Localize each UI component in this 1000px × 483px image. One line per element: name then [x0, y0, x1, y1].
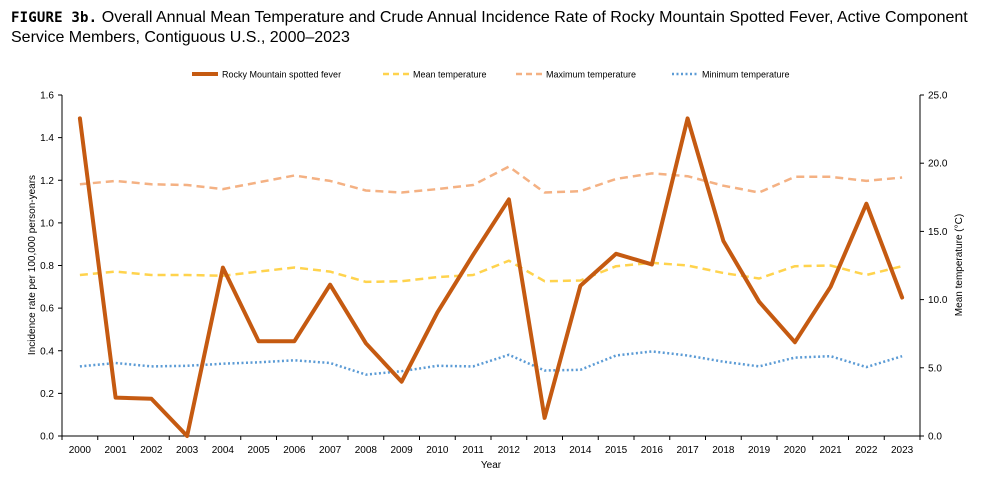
- series-line-mean-temperature: [79, 259, 903, 284]
- x-tick-label: 2016: [641, 445, 664, 456]
- legend-label: Mean temperature: [413, 70, 487, 80]
- y-tick-label-right: 20.0: [928, 159, 948, 170]
- x-tick-label: 2018: [712, 445, 735, 456]
- y-tick-label-right: 15.0: [928, 227, 948, 238]
- x-tick-label: 2012: [498, 445, 521, 456]
- y-tick-label-right: 10.0: [928, 295, 948, 306]
- x-tick-label: 2002: [140, 445, 163, 456]
- x-tick-label: 2006: [283, 445, 306, 456]
- legend-label: Minimum temperature: [702, 70, 790, 80]
- x-tick-label: 2011: [462, 445, 484, 456]
- legend-label: Maximum temperature: [546, 70, 636, 80]
- figure-label: FIGURE 3b.: [11, 10, 98, 26]
- y-tick-label-left: 0.2: [40, 389, 54, 400]
- x-tick-label: 2020: [784, 445, 807, 456]
- x-tick-label: 2004: [212, 445, 235, 456]
- y-tick-label-right: 5.0: [928, 363, 942, 374]
- y-tick-label-left: 0.4: [40, 346, 54, 357]
- x-tick-label: 2009: [391, 445, 414, 456]
- series-line-maximum-temperature: [79, 165, 903, 194]
- y-axis-label-left: Incidence rate per 100,000 person-years: [27, 175, 38, 355]
- x-tick-label: 2005: [248, 445, 271, 456]
- y-tick-label-left: 0.0: [40, 432, 54, 443]
- x-tick-label: 2001: [105, 445, 128, 456]
- chart-axes: 0.0 0.2 0.4 0.6 0.8 1.0 1.2 1.4 1.6 0.0 5.0 10.0 15.…: [40, 91, 948, 457]
- y-tick-label-left: 1.6: [40, 91, 54, 102]
- x-tick-label: 2003: [176, 445, 199, 456]
- figure-title: FIGURE 3b. Overall Annual Mean Temperatu…: [11, 8, 986, 48]
- y-tick-label-right: 0.0: [928, 432, 942, 443]
- chart-legend: Rocky Mountain spotted fever Mean tempera…: [192, 70, 790, 80]
- chart-series: [77, 116, 905, 438]
- x-tick-label: 2013: [534, 445, 557, 456]
- y-tick-label-right: 25.0: [928, 91, 948, 102]
- x-tick-label: 2021: [820, 445, 843, 456]
- y-tick-label-left: 0.8: [40, 261, 54, 272]
- series-line-rocky-mountain-spotted-fever: [77, 116, 905, 438]
- x-tick-label: 2008: [355, 445, 378, 456]
- y-tick-label-left: 1.2: [40, 176, 54, 187]
- x-tick-label: 2017: [677, 445, 700, 456]
- legend-label: Rocky Mountain spotted fever: [222, 70, 341, 80]
- figure-title-text: Overall Annual Mean Temperature and Crud…: [11, 9, 968, 46]
- y-tick-label-left: 1.4: [40, 133, 54, 144]
- x-tick-label: 2022: [855, 445, 878, 456]
- x-tick-label: 2000: [69, 445, 92, 456]
- y-axis-label-right: Mean temperature (°C): [954, 214, 965, 316]
- y-tick-label-left: 1.0: [40, 218, 54, 229]
- x-tick-label: 2010: [426, 445, 449, 456]
- x-tick-label: 2015: [605, 445, 628, 456]
- x-tick-label: 2014: [569, 445, 592, 456]
- x-tick-label: 2007: [319, 445, 342, 456]
- series-line-minimum-temperature: [79, 350, 903, 376]
- x-tick-label: 2023: [891, 445, 914, 456]
- x-tick-label: 2019: [748, 445, 771, 456]
- x-axis-label: Year: [481, 460, 502, 471]
- y-tick-label-left: 0.6: [40, 304, 54, 315]
